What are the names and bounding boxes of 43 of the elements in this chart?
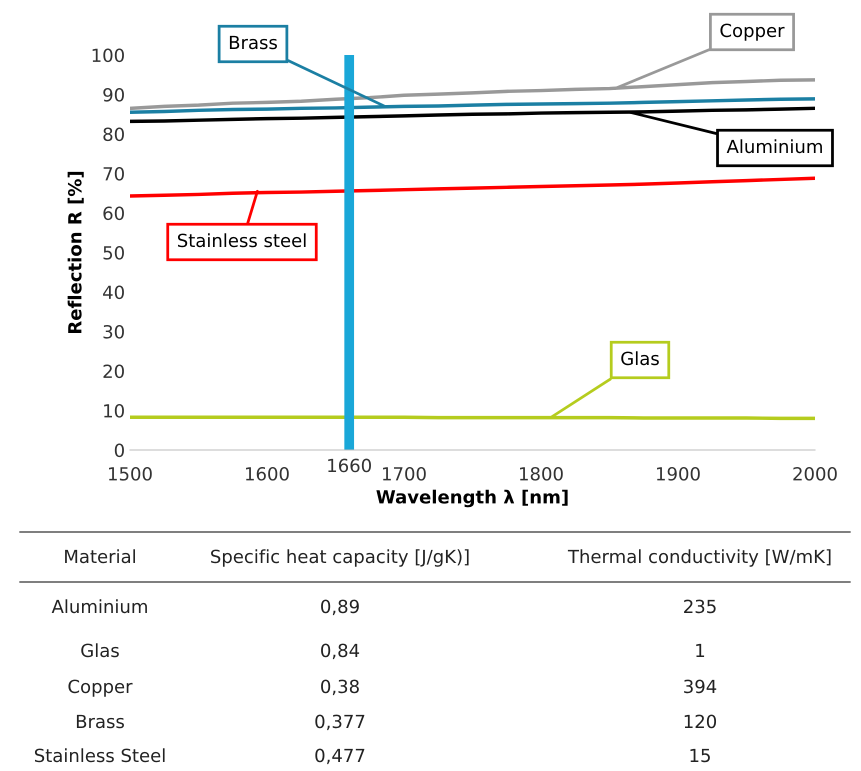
text: Aluminium [52, 599, 147, 614]
y-tick-label: 0 [114, 443, 124, 458]
annotation: Brass [230, 36, 277, 50]
x-tick-label: 1700 [383, 466, 426, 481]
y-axis-title: Reflection R [%] [68, 172, 84, 333]
y-tick-label: 90 [103, 88, 124, 102]
text: Copper [68, 680, 133, 697]
y-tick-label: 40 [103, 285, 124, 300]
y-tick-label: 50 [104, 246, 124, 260]
annotation: Stainless steel [178, 233, 306, 248]
x-tick-label: 1800 [520, 466, 563, 481]
text: 0,477 [315, 748, 364, 764]
text: 15 [690, 748, 710, 762]
x-tick-label: 1600 [246, 466, 289, 481]
y-tick-label: 100 [92, 48, 124, 62]
y-tick-label: 20 [103, 364, 124, 378]
x-tick-label: 1500 [109, 466, 152, 481]
annotation: Copper [720, 24, 785, 41]
annotation: Aluminium [726, 139, 822, 154]
x-axis-title: Wavelength λ [nm] [376, 490, 568, 508]
text: Stainless Steel [34, 748, 165, 762]
text: Specific heat capacity [J/gK)] [211, 549, 469, 567]
y-tick-label: 70 [104, 166, 124, 181]
y-tick-label: 80 [103, 127, 124, 142]
text: Brass [76, 714, 124, 728]
text: 394 [684, 680, 716, 694]
text: 0,89 [321, 600, 359, 616]
annotation: Glas [621, 351, 659, 366]
text: Material [65, 549, 135, 564]
x-tick-label: 2000 [793, 466, 837, 481]
text: 120 [684, 714, 716, 728]
text: 1 [696, 644, 704, 657]
text: 0,38 [321, 680, 359, 696]
y-tick-label: 30 [104, 324, 124, 339]
y-tick-label: 60 [103, 206, 124, 220]
text: Glas [81, 643, 119, 658]
y-tick-label: 10 [104, 404, 124, 418]
text: 0,377 [315, 714, 364, 730]
text: 235 [684, 600, 716, 614]
text: Thermal conductivity [W/mK] [568, 549, 830, 567]
x-tick-label: 1900 [657, 466, 700, 481]
ref-line-label: 1660 [328, 458, 371, 472]
text: 0,84 [321, 644, 360, 660]
